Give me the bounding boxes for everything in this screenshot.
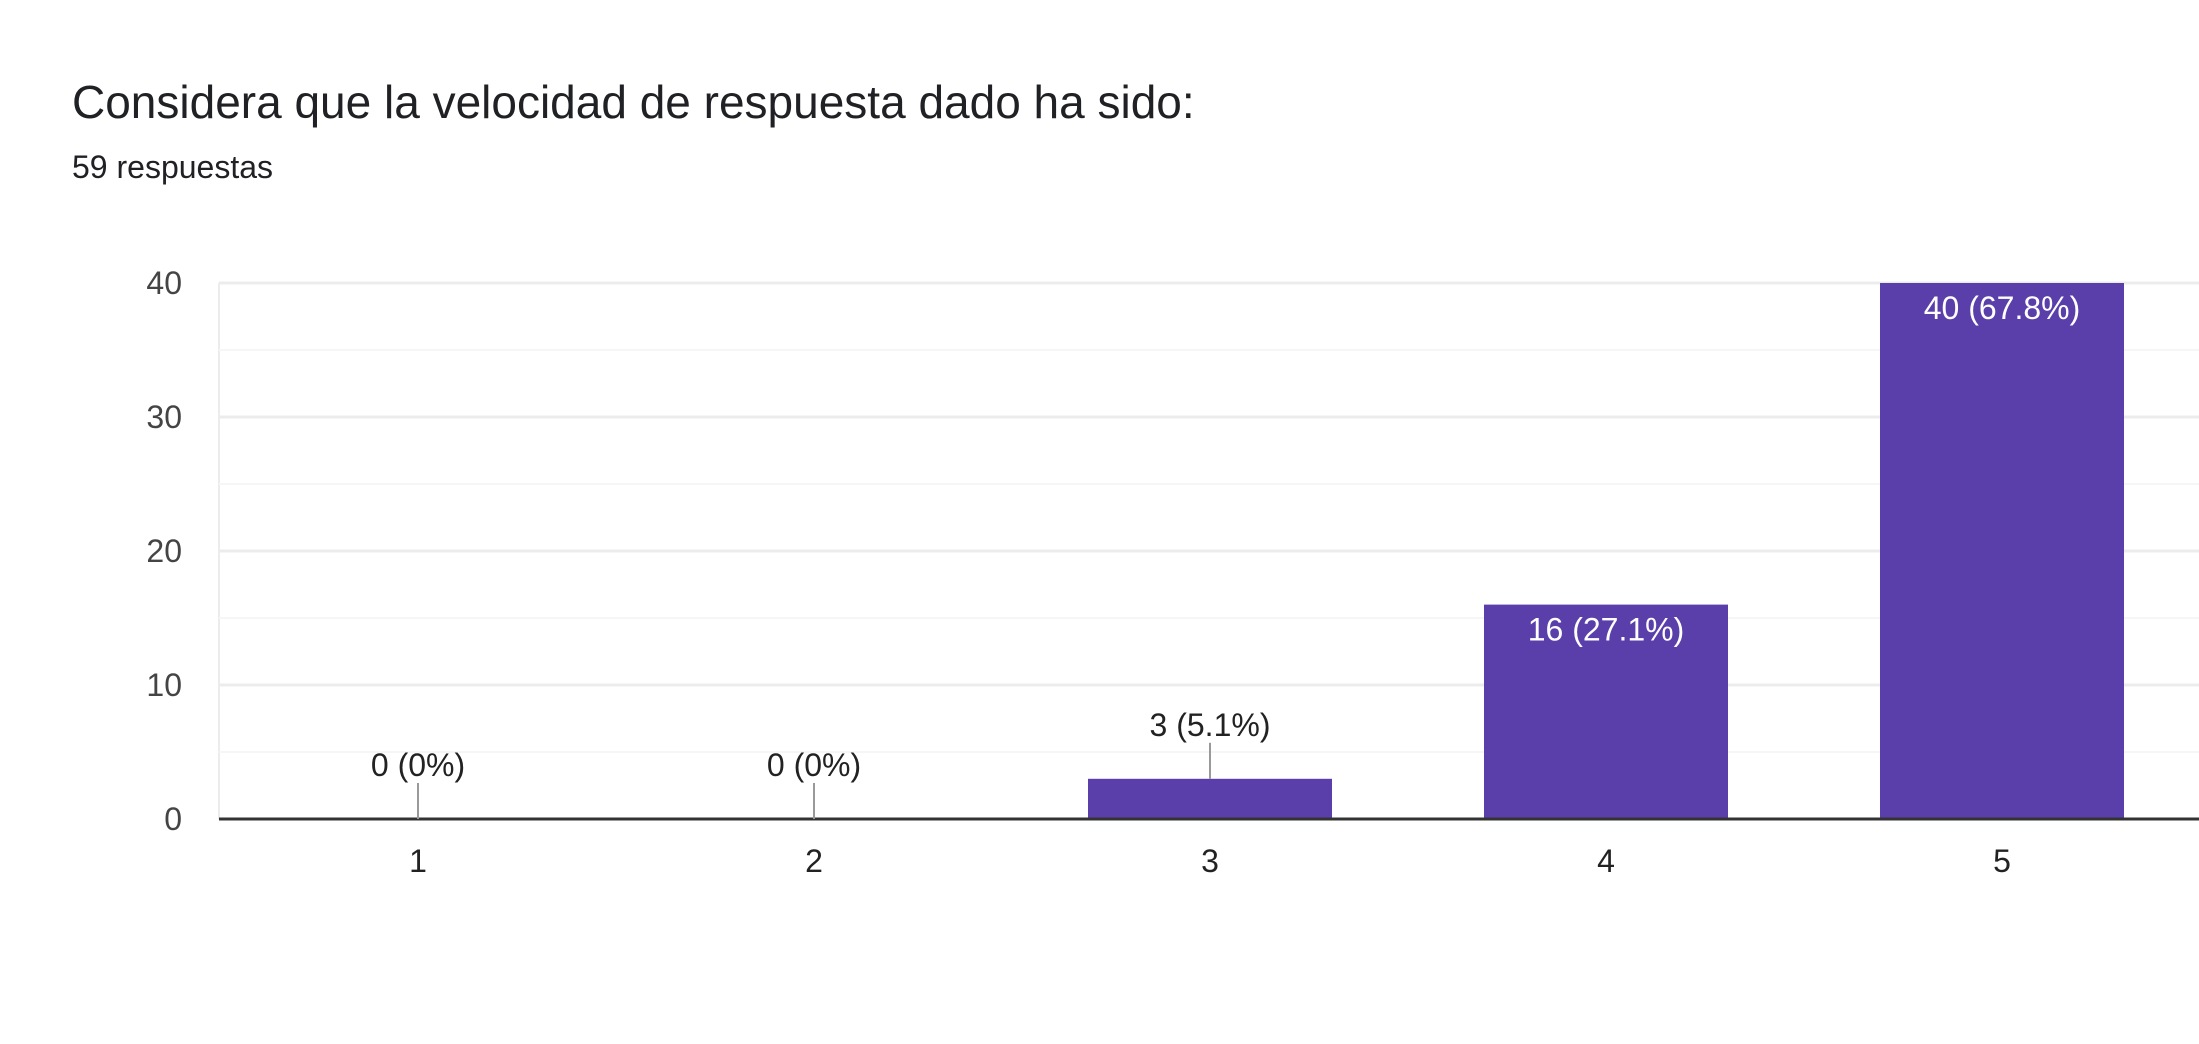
x-tick-label: 5 xyxy=(1993,843,2011,879)
data-labels: 0 (0%) 0 (0%) 3 (5.1%) 16 (27.1%) 40 (67.8%) xyxy=(371,290,2080,819)
gridlines xyxy=(218,281,2199,819)
x-tick-label: 2 xyxy=(805,843,823,879)
y-tick-label: 0 xyxy=(164,801,182,837)
data-label: 16 (27.1%) xyxy=(1528,612,1685,648)
bar-3 xyxy=(1088,778,1332,819)
bars xyxy=(1088,283,2124,819)
response-count: 59 respuestas xyxy=(72,149,274,185)
data-label: 3 (5.1%) xyxy=(1150,707,1271,743)
x-tick-label: 3 xyxy=(1201,843,1219,879)
y-tick-label: 40 xyxy=(146,265,182,301)
x-axis-ticks: 1 2 3 4 5 xyxy=(409,843,2011,879)
y-tick-label: 20 xyxy=(146,533,182,569)
bar-4 xyxy=(1484,604,1728,819)
data-label: 0 (0%) xyxy=(767,747,861,783)
x-tick-label: 1 xyxy=(409,843,427,879)
y-axis-ticks: 0 10 20 30 40 xyxy=(146,265,182,837)
y-tick-label: 10 xyxy=(146,667,182,703)
data-label: 40 (67.8%) xyxy=(1924,290,2081,326)
bar-5 xyxy=(1880,283,2124,819)
chart-title: Considera que la velocidad de respuesta … xyxy=(72,76,1195,128)
x-tick-label: 4 xyxy=(1597,843,1615,879)
data-label: 0 (0%) xyxy=(371,747,465,783)
y-tick-label: 30 xyxy=(146,399,182,435)
